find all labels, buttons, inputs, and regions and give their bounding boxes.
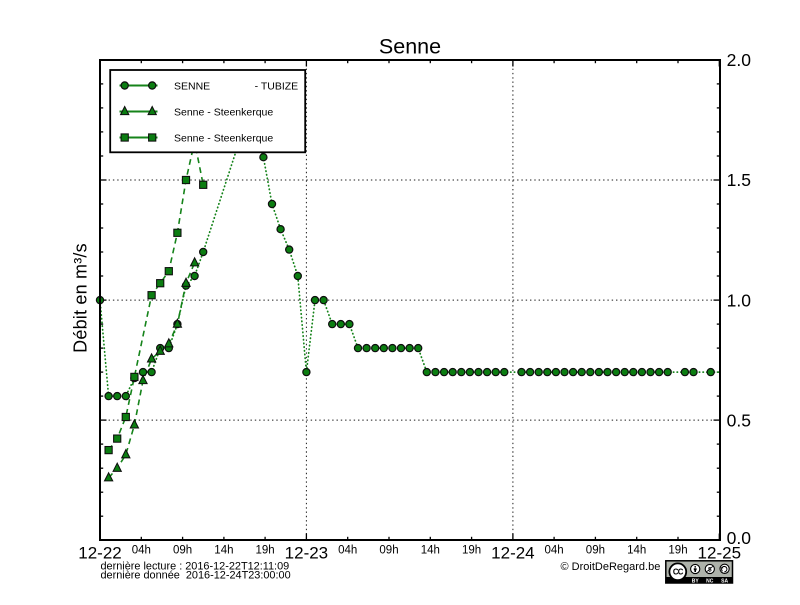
- svg-text:1.0: 1.0: [727, 290, 752, 310]
- svg-text:14h: 14h: [214, 545, 233, 557]
- svg-text:0.0: 0.0: [727, 528, 752, 548]
- svg-text:2.0: 2.0: [727, 50, 752, 70]
- svg-text:19h: 19h: [668, 545, 687, 557]
- svg-text:14h: 14h: [421, 545, 440, 557]
- svg-text:14h: 14h: [627, 545, 646, 557]
- svg-text:Débit en m³/s: Débit en m³/s: [71, 243, 91, 353]
- svg-text:dernière donnée 2016-12-24T23: dernière donnée 2016-12-24T23:00:00: [101, 569, 291, 581]
- svg-text:dernière lecture : 2016-12-22T: dernière lecture : 2016-12-22T12:11:09: [101, 560, 290, 572]
- svg-text:Senne: Senne: [379, 35, 441, 59]
- svg-text:09h: 09h: [586, 545, 605, 557]
- svg-text:BY: BY: [692, 578, 700, 584]
- svg-text:12-24: 12-24: [491, 544, 534, 563]
- svg-text:SA: SA: [721, 578, 728, 584]
- svg-text:12-22: 12-22: [78, 544, 121, 563]
- svg-text:- TUBIZE: - TUBIZE: [255, 80, 299, 92]
- svg-text:19h: 19h: [256, 545, 275, 557]
- svg-text:12-23: 12-23: [285, 544, 328, 563]
- svg-text:Senne - Steenkerque: Senne - Steenkerque: [174, 132, 273, 144]
- svg-text:04h: 04h: [545, 545, 564, 557]
- svg-text:09h: 09h: [379, 545, 398, 557]
- svg-text:04h: 04h: [132, 545, 151, 557]
- svg-text:© DroitDeRegard.be: © DroitDeRegard.be: [561, 561, 661, 573]
- svg-text:04h: 04h: [338, 545, 357, 557]
- svg-text:$: $: [708, 566, 712, 573]
- svg-text:09h: 09h: [173, 545, 192, 557]
- svg-text:19h: 19h: [462, 545, 481, 557]
- svg-text:SENNE: SENNE: [174, 80, 210, 92]
- svg-text:0.5: 0.5: [727, 410, 751, 430]
- svg-text:1.5: 1.5: [727, 170, 751, 190]
- svg-text:Senne - Steenkerque: Senne - Steenkerque: [174, 106, 273, 118]
- svg-text:NC: NC: [706, 578, 714, 584]
- svg-text:12-25: 12-25: [698, 544, 741, 563]
- svg-text:CC: CC: [673, 568, 684, 577]
